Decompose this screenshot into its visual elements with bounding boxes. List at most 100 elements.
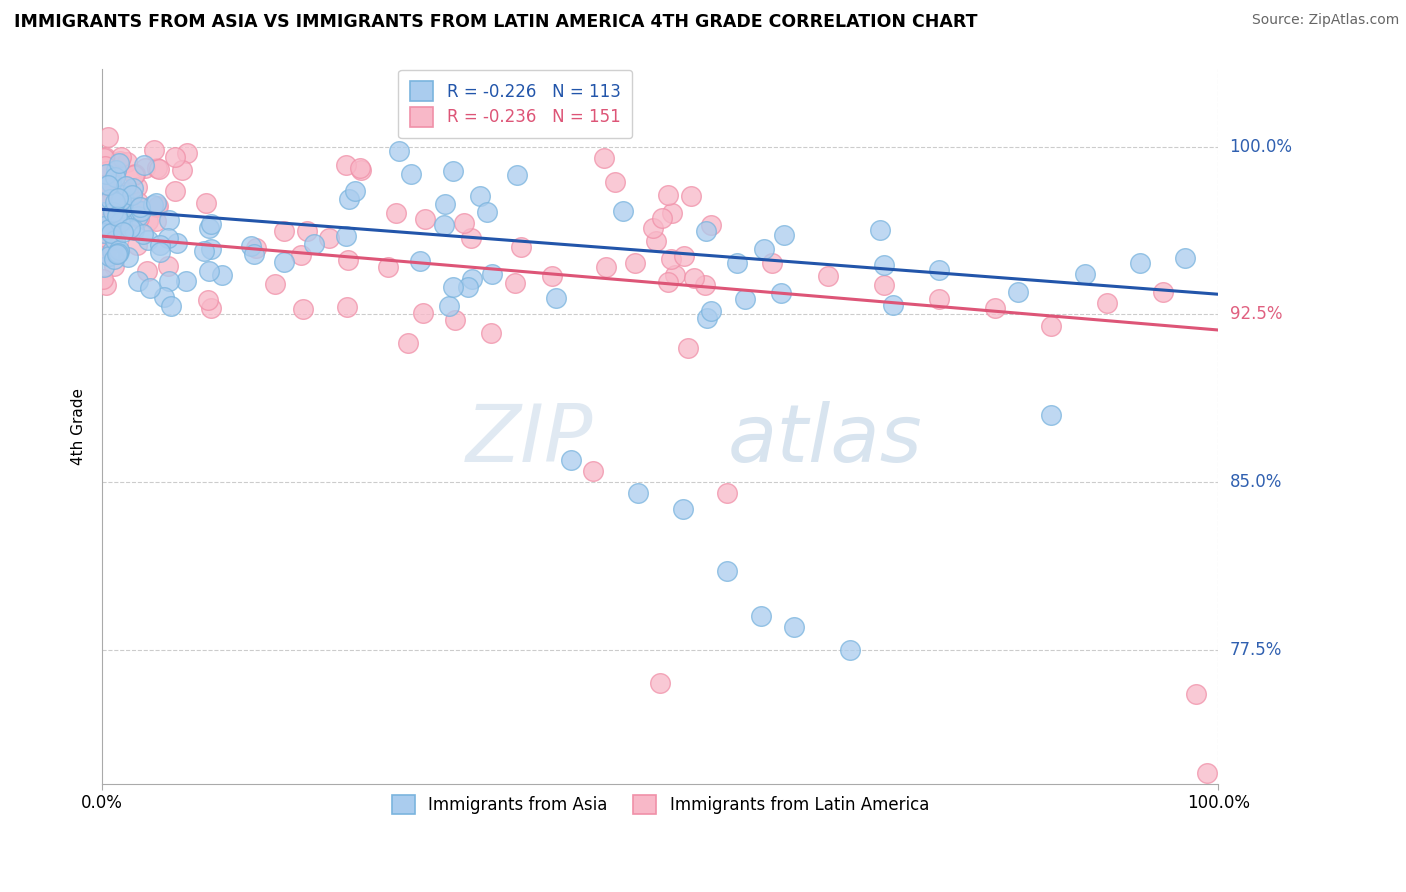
- Point: [110, 215, 132, 229]
- Point: [111, 225, 134, 239]
- Point: [93, 178, 115, 193]
- Point: [103, 252, 125, 266]
- Point: [769, 285, 792, 300]
- Point: [100, 169, 122, 184]
- Point: [101, 205, 124, 219]
- Point: [98, 196, 121, 211]
- Point: [882, 298, 904, 312]
- Point: [149, 237, 172, 252]
- Point: [481, 267, 503, 281]
- Point: [457, 279, 479, 293]
- Point: [98, 192, 121, 206]
- Point: [100, 181, 122, 195]
- Point: [984, 301, 1007, 315]
- Point: [412, 306, 434, 320]
- Point: [198, 264, 221, 278]
- Point: [100, 244, 122, 258]
- Point: [129, 203, 152, 218]
- Point: [603, 175, 626, 189]
- Point: [93, 196, 115, 211]
- Point: [657, 187, 679, 202]
- Point: [101, 231, 124, 245]
- Point: [197, 293, 219, 307]
- Point: [503, 276, 526, 290]
- Point: [94, 278, 117, 293]
- Point: [94, 150, 117, 164]
- Point: [434, 196, 457, 211]
- Point: [1152, 285, 1174, 299]
- Point: [96, 221, 118, 235]
- Point: [817, 269, 839, 284]
- Point: [93, 205, 115, 219]
- Point: [734, 292, 756, 306]
- Point: [104, 169, 127, 184]
- Point: [110, 187, 132, 202]
- Point: [105, 217, 128, 231]
- Point: [110, 193, 132, 207]
- Point: [388, 145, 411, 159]
- Point: [104, 194, 127, 209]
- Point: [439, 299, 461, 313]
- Point: [869, 223, 891, 237]
- Point: [94, 235, 117, 249]
- Point: [839, 642, 862, 657]
- Point: [93, 226, 115, 240]
- Point: [157, 231, 180, 245]
- Point: [595, 260, 617, 274]
- Point: [377, 260, 399, 275]
- Point: [96, 167, 118, 181]
- Point: [97, 222, 120, 236]
- Point: [93, 260, 115, 274]
- Point: [142, 144, 165, 158]
- Point: [103, 259, 125, 273]
- Point: [160, 299, 183, 313]
- Point: [460, 231, 482, 245]
- Point: [96, 244, 118, 258]
- Point: [641, 220, 664, 235]
- Point: [101, 203, 124, 218]
- Point: [273, 254, 295, 268]
- Point: [146, 161, 169, 175]
- Point: [93, 245, 115, 260]
- Point: [111, 194, 134, 208]
- Point: [117, 194, 139, 209]
- Point: [135, 263, 157, 277]
- Point: [650, 676, 672, 690]
- Point: [98, 208, 121, 222]
- Point: [1095, 296, 1118, 310]
- Point: [127, 195, 149, 210]
- Point: [125, 180, 148, 194]
- Point: [200, 217, 222, 231]
- Point: [661, 205, 683, 219]
- Point: [93, 229, 115, 244]
- Point: [657, 275, 679, 289]
- Point: [506, 168, 529, 182]
- Point: [336, 301, 359, 315]
- Point: [349, 161, 371, 176]
- Point: [700, 219, 723, 233]
- Point: [127, 209, 149, 223]
- Point: [582, 464, 605, 478]
- Point: [94, 173, 117, 187]
- Point: [142, 198, 165, 212]
- Point: [101, 203, 124, 218]
- Text: 85.0%: 85.0%: [1230, 473, 1282, 491]
- Point: [112, 192, 135, 206]
- Point: [1185, 687, 1208, 701]
- Point: [104, 186, 127, 200]
- Text: Source: ZipAtlas.com: Source: ZipAtlas.com: [1251, 13, 1399, 28]
- Point: [401, 167, 423, 181]
- Point: [112, 207, 135, 221]
- Point: [1040, 318, 1063, 333]
- Point: [1007, 285, 1029, 299]
- Point: [661, 252, 683, 266]
- Text: IMMIGRANTS FROM ASIA VS IMMIGRANTS FROM LATIN AMERICA 4TH GRADE CORRELATION CHAR: IMMIGRANTS FROM ASIA VS IMMIGRANTS FROM …: [14, 13, 977, 31]
- Point: [110, 150, 132, 164]
- Point: [134, 161, 156, 175]
- Point: [149, 245, 172, 260]
- Point: [124, 169, 146, 183]
- Point: [125, 237, 148, 252]
- Point: [172, 163, 194, 178]
- Point: [624, 256, 647, 270]
- Point: [129, 200, 152, 214]
